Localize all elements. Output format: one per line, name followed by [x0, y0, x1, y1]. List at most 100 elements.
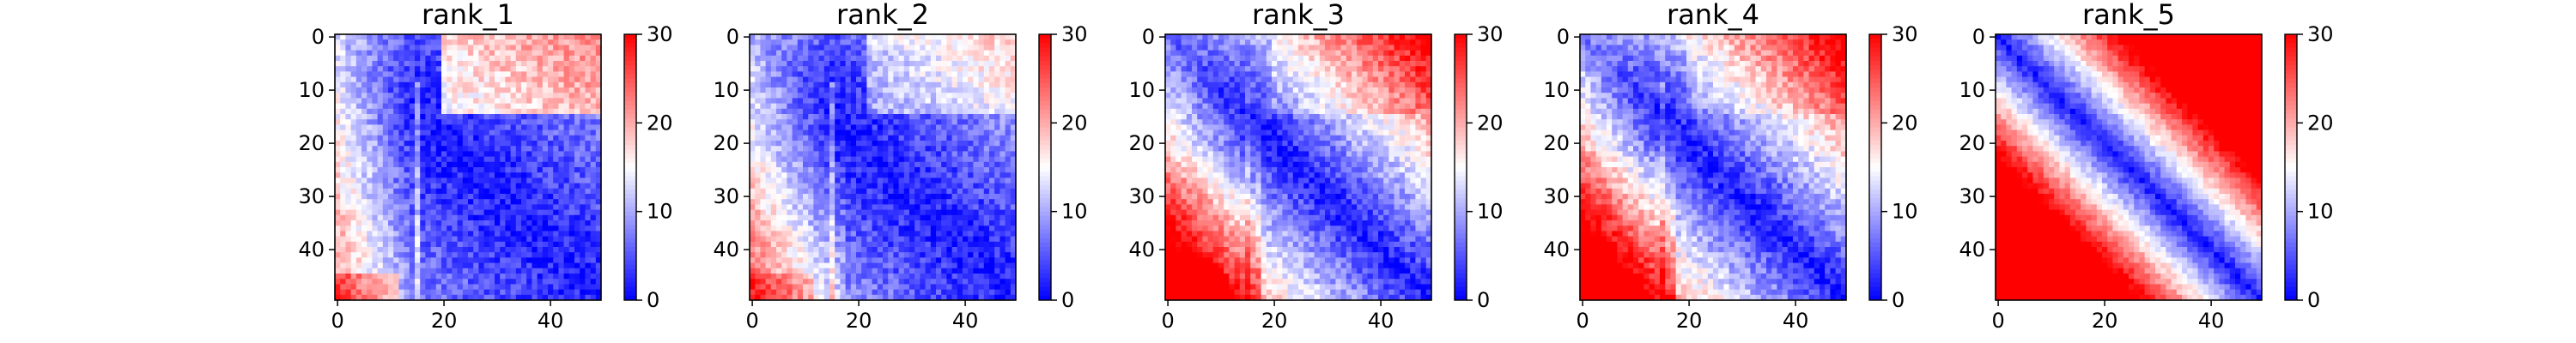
heatmap-cell — [994, 231, 1000, 237]
heatmap-cell — [558, 284, 564, 290]
heatmap-cell — [957, 124, 963, 130]
heatmap-cell — [920, 66, 926, 72]
heatmap-cell — [941, 231, 947, 237]
heatmap-cell — [903, 151, 910, 157]
heatmap-cell — [936, 141, 942, 147]
heatmap-cell — [968, 119, 974, 125]
heatmap-cell — [355, 34, 362, 40]
heatmap-cell — [909, 252, 915, 258]
heatmap-cell — [760, 268, 766, 274]
heatmap-cell — [951, 124, 958, 130]
heatmap-cell — [553, 172, 559, 178]
heatmap-cell — [398, 39, 404, 45]
heatmap-cell — [856, 194, 862, 200]
heatmap-cell — [372, 289, 378, 296]
heatmap-cell — [1005, 214, 1012, 221]
heatmap-cell — [770, 257, 777, 263]
heatmap-cell — [978, 141, 985, 147]
heatmap-cell — [542, 141, 549, 147]
heatmap-cell — [537, 129, 544, 136]
heatmap-cell — [420, 188, 426, 195]
heatmap-cell — [914, 204, 920, 210]
heatmap-cell — [883, 39, 889, 45]
heatmap-cell — [495, 183, 501, 190]
heatmap-cell — [473, 178, 479, 184]
heatmap-cell — [420, 61, 426, 67]
heatmap-cell — [877, 257, 884, 263]
heatmap-cell — [526, 252, 532, 258]
heatmap-cell — [515, 50, 522, 57]
heatmap-cell — [856, 284, 862, 290]
heatmap-cell — [781, 61, 787, 67]
heatmap-cell — [521, 209, 527, 216]
heatmap-cell — [568, 81, 575, 88]
heatmap-cell — [946, 98, 952, 104]
heatmap-cell — [590, 241, 597, 248]
heatmap-cell — [818, 204, 825, 210]
heatmap-cell — [803, 124, 809, 130]
heatmap-cell — [335, 108, 341, 115]
heatmap-cell — [425, 268, 431, 274]
heatmap-cell — [883, 66, 889, 72]
heatmap-cell — [568, 226, 575, 232]
heatmap-cell — [483, 241, 490, 248]
heatmap-cell — [755, 114, 761, 120]
heatmap-cell — [447, 124, 453, 130]
heatmap-cell — [946, 34, 952, 40]
heatmap-cell — [946, 114, 952, 120]
heatmap-cell — [835, 274, 841, 280]
heatmap-cell — [398, 247, 404, 253]
heatmap-cell — [532, 188, 538, 195]
heatmap-cell — [335, 279, 341, 285]
heatmap-cell — [361, 98, 368, 104]
heatmap-cell — [989, 199, 995, 205]
heatmap-cell — [803, 284, 809, 290]
heatmap-cell — [409, 129, 416, 136]
heatmap-cell — [968, 262, 974, 269]
heatmap-cell — [580, 226, 586, 232]
heatmap-cell — [537, 45, 544, 51]
heatmap-cell — [574, 93, 580, 99]
heatmap-cell — [850, 141, 857, 147]
heatmap-cell — [808, 108, 814, 115]
heatmap-cell — [590, 55, 597, 62]
heatmap-cell — [978, 167, 985, 173]
heatmap-cell — [521, 188, 527, 195]
heatmap-cell — [580, 247, 586, 253]
heatmap-cell — [845, 268, 852, 274]
heatmap-cell — [585, 209, 591, 216]
heatmap-cell — [770, 268, 777, 274]
heatmap-cell — [553, 98, 559, 104]
heatmap-cell — [372, 66, 378, 72]
heatmap-cell — [350, 98, 357, 104]
heatmap-cell — [585, 98, 591, 104]
heatmap-cell — [877, 129, 884, 136]
heatmap-cell — [925, 124, 932, 130]
heatmap-cell — [393, 146, 399, 152]
heatmap-cell — [489, 241, 495, 248]
heatmap-cell — [957, 98, 963, 104]
heatmap-cell — [500, 294, 506, 301]
heatmap-cell — [946, 45, 952, 51]
heatmap-cell — [818, 214, 825, 221]
heatmap-cell — [835, 108, 841, 115]
heatmap-cell — [521, 231, 527, 237]
heatmap-cell — [483, 124, 490, 130]
heatmap-cell — [574, 209, 580, 216]
heatmap-cell — [393, 124, 399, 130]
heatmap-cell — [430, 141, 437, 147]
heatmap-cell — [420, 220, 426, 226]
heatmap-cell — [388, 55, 394, 62]
heatmap-cell — [941, 279, 947, 285]
heatmap-cell — [898, 194, 905, 200]
heatmap-cell — [415, 262, 421, 269]
heatmap-cell — [435, 161, 442, 168]
heatmap-cell — [483, 66, 490, 72]
heatmap-cell — [425, 262, 431, 269]
heatmap-cell — [568, 199, 575, 205]
heatmap-cell — [473, 156, 479, 163]
heatmap-cell — [548, 146, 554, 152]
heatmap-cell — [941, 220, 947, 226]
heatmap-cell — [462, 262, 469, 269]
heatmap-cell — [760, 247, 766, 253]
